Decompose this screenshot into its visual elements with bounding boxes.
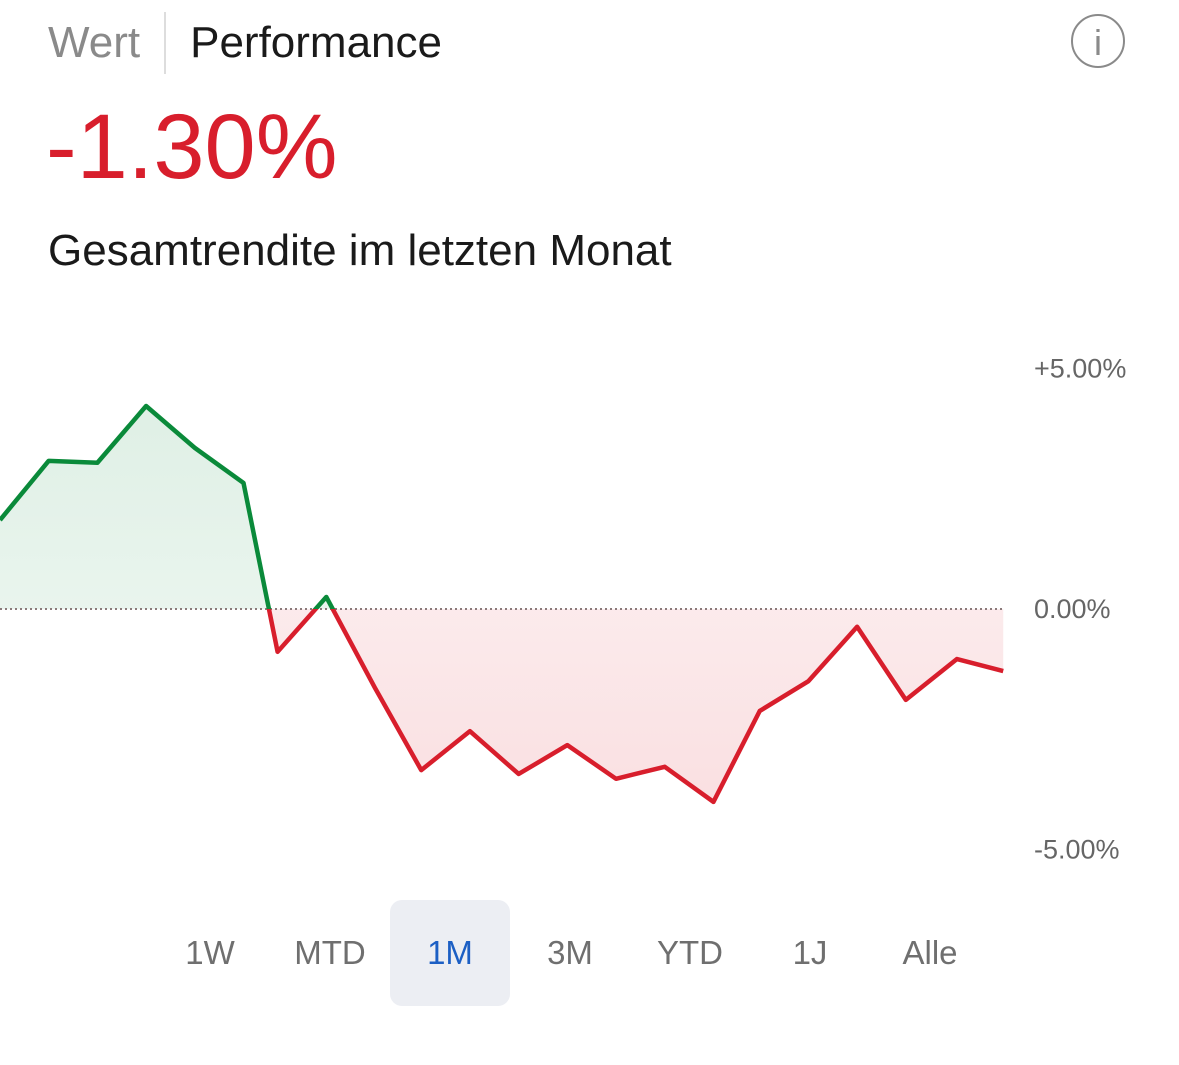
area-positive	[0, 406, 1004, 609]
info-icon[interactable]: i	[1071, 14, 1125, 68]
tab-performance[interactable]: Performance	[190, 18, 442, 67]
tab-wert[interactable]: Wert	[48, 12, 167, 74]
period-mtd[interactable]: MTD	[294, 934, 366, 971]
performance-label: Gesamtrendite im letzten Monat	[48, 226, 672, 275]
period-ytd[interactable]: YTD	[657, 934, 723, 971]
view-tabs: Wert Performance	[48, 12, 442, 74]
performance-chart: +5.00% 0.00% -5.00%	[0, 354, 1126, 865]
period-selector: 1W MTD 1M 3M YTD 1J Alle	[150, 900, 990, 1006]
series-line-negative	[266, 609, 1004, 805]
performance-value: -1.30%	[46, 96, 338, 198]
area-negative	[0, 609, 1004, 802]
period-alle[interactable]: Alle	[902, 934, 958, 971]
series-line-positive	[0, 403, 336, 609]
y-tick-label: -5.00%	[1034, 835, 1120, 865]
y-tick-label: 0.00%	[1034, 594, 1111, 624]
period-1m[interactable]: 1M	[390, 900, 510, 1006]
period-3m[interactable]: 3M	[547, 934, 593, 971]
period-1j[interactable]: 1J	[792, 934, 828, 971]
y-tick-label: +5.00%	[1034, 354, 1126, 384]
period-1w[interactable]: 1W	[185, 934, 235, 971]
